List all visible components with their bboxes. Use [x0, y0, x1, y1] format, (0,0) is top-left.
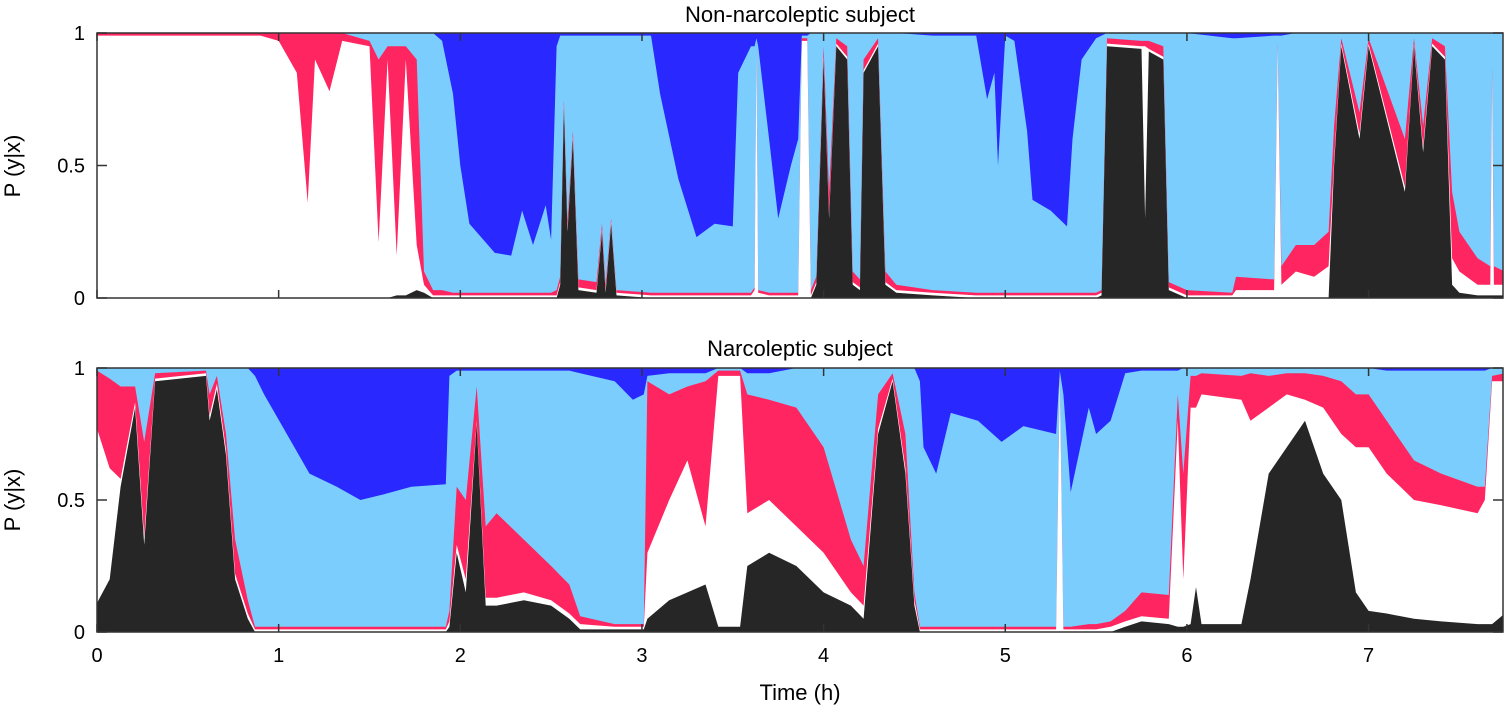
- y-tick-label: 1: [74, 23, 85, 45]
- bottom-panel-narcoleptic: 0 1 2 3 4 5 6 7 0 0.5 1: [57, 358, 1504, 667]
- rem-layer: [97, 46, 1503, 298]
- x-tick-label: 0: [91, 645, 102, 667]
- x-tick-label: 4: [818, 645, 829, 667]
- rem-layer: [97, 375, 1503, 632]
- x-tick-label: 7: [1363, 645, 1374, 667]
- x-tick-label: 1: [273, 645, 284, 667]
- n1-layer: [97, 370, 1503, 632]
- bottom-panel-title: Narcoleptic subject: [707, 336, 893, 361]
- top-panel-title: Non-narcoleptic subject: [685, 2, 915, 27]
- y-tick-label: 1: [74, 358, 85, 380]
- x-tick-label: 2: [455, 645, 466, 667]
- x-tick-label: 5: [1000, 645, 1011, 667]
- y-tick-label: 0.5: [57, 156, 85, 178]
- y-tick-label: 0: [74, 288, 85, 310]
- top-panel-non-narcoleptic: 00.51: [57, 23, 1504, 310]
- bottom-y-axis-label: P (y|x): [0, 469, 25, 532]
- x-axis-label: Time (h): [759, 680, 840, 705]
- x-tick-label: 6: [1181, 645, 1192, 667]
- top-y-axis-label: P (y|x): [0, 135, 25, 198]
- y-tick-label: 0: [74, 622, 85, 644]
- y-tick-label: 0.5: [57, 490, 85, 512]
- x-tick-label: 3: [636, 645, 647, 667]
